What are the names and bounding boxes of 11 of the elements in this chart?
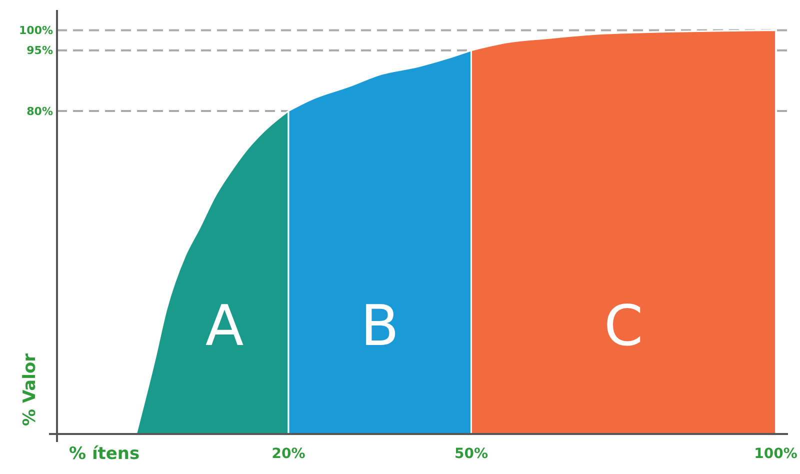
y-tick-label: 80% [26,104,53,118]
x-tick-label: 100% [754,446,798,462]
series-label: B [360,294,400,360]
y-tick-label: 95% [26,44,53,58]
y-tick-label: 100% [19,24,53,38]
series-label: C [604,294,644,360]
x-tick-label: 50% [454,446,488,462]
y-axis-title: % Valor [20,352,40,426]
series-label: A [205,294,244,360]
x-axis-title: % ítens [69,444,140,464]
x-tick-label: 20% [272,446,306,462]
